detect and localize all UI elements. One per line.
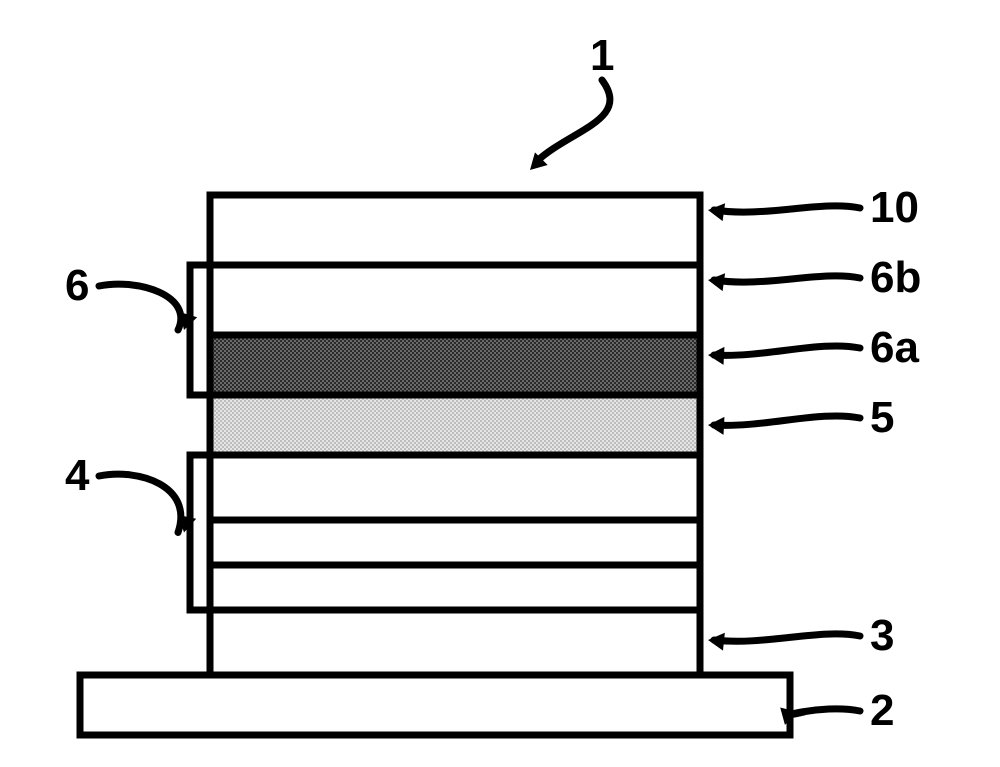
layer-6a xyxy=(210,335,700,395)
layer-3 xyxy=(210,610,700,675)
label-l6a: 6a xyxy=(870,323,919,372)
leader-l2 xyxy=(791,709,860,715)
label-l5: 5 xyxy=(870,393,894,442)
layer-5 xyxy=(210,395,700,455)
layer-4b xyxy=(210,520,700,565)
label-l6b: 6b xyxy=(870,253,921,302)
base-layer xyxy=(80,675,790,735)
leader-l6a xyxy=(714,346,860,355)
leader-l5 xyxy=(714,416,860,425)
leader-l10 xyxy=(714,206,860,212)
bracket-b4 xyxy=(190,455,204,610)
label-l4: 4 xyxy=(65,451,90,500)
bracket-b6 xyxy=(190,265,204,395)
leader-l6b xyxy=(714,276,860,282)
label-l10: 10 xyxy=(870,183,919,232)
layer-4c xyxy=(210,455,700,520)
leader-l4 xyxy=(99,474,181,532)
leader-l1 xyxy=(536,80,610,162)
leader-l6 xyxy=(99,284,181,330)
label-l1: 1 xyxy=(590,31,614,80)
layer-6b xyxy=(210,265,700,335)
label-l6: 6 xyxy=(65,261,89,310)
layer-4a xyxy=(210,565,700,610)
label-l3: 3 xyxy=(870,611,894,660)
layer-10 xyxy=(210,195,700,265)
label-l2: 2 xyxy=(870,686,894,735)
leader-l3 xyxy=(714,634,860,641)
